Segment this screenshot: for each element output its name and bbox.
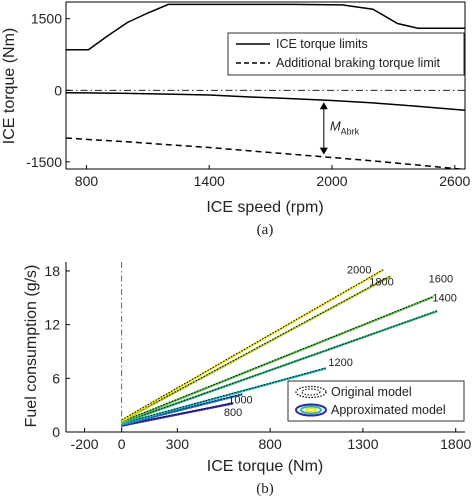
legend-b-original-swatch xyxy=(295,385,327,399)
y-tick-label-a: 1500 xyxy=(31,11,62,27)
legend-b-approx-swatch-outer xyxy=(295,403,327,417)
y-axis-label-b: Fuel consumption (g/s) xyxy=(23,265,40,428)
legend-a-box xyxy=(227,32,465,76)
series-a-ice-torque-limits xyxy=(66,3,465,51)
speed-label-1800: 1800 xyxy=(369,276,393,288)
series-a-solid-line-1 xyxy=(66,91,465,112)
series-b-1400-approximated xyxy=(121,310,438,425)
legend-b: Original model Approximated model xyxy=(287,380,465,422)
caption-b: (b) xyxy=(256,481,274,497)
series-b-1200-original xyxy=(121,367,326,424)
speed-label-2000: 2000 xyxy=(347,265,371,277)
x-tick-label-a: 800 xyxy=(75,173,99,189)
x-tick-label-b: 300 xyxy=(166,436,190,452)
x-tick-label-b: 800 xyxy=(258,436,282,452)
x-tick-label-a: 2600 xyxy=(439,173,470,189)
y-tick-label-b: 6 xyxy=(52,370,60,386)
legend-a: ICE torque limits Additional braking tor… xyxy=(227,32,465,76)
y-tick-label-b: 12 xyxy=(44,317,60,333)
series-b-800-original xyxy=(121,402,234,426)
speed-label-800: 800 xyxy=(224,407,242,419)
x-tick-label-a: 2000 xyxy=(316,173,347,189)
legend-a-braking-limit: Additional braking torque limit xyxy=(276,56,441,70)
series-b-1600-original xyxy=(121,295,434,423)
annotation-m-abrk: MAbrk xyxy=(330,118,360,136)
y-tick-label-a: -1500 xyxy=(26,154,62,170)
annotation-arrow-head-down xyxy=(319,147,328,155)
y-tick-label-a: 0 xyxy=(54,82,62,98)
legend-b-approx-swatch-mid xyxy=(300,405,322,415)
legend-b-original-model: Original model xyxy=(331,385,412,399)
x-tick-label-b: -200 xyxy=(71,436,99,452)
x-tick-label-a: 1400 xyxy=(194,173,225,189)
panel-a: MAbrk 800 1400 2000 2600 -1500 0 1500 ICE torq… xyxy=(1,1,471,238)
legend-a-ice-torque-limits: ICE torque limits xyxy=(276,37,368,51)
x-tick-label-b: 1800 xyxy=(440,436,471,452)
x-axis-label-b: ICE torque (Nm) xyxy=(207,458,323,475)
y-axis-label-a: ICE torque (Nm) xyxy=(1,28,18,144)
x-axis-label-a: ICE speed (rpm) xyxy=(206,199,323,216)
series-b-2000-original xyxy=(121,269,384,421)
legend-b-original-swatch-inner xyxy=(301,388,321,396)
series-a-additional-braking-torque-limit xyxy=(66,137,465,169)
legend-b-approximated-model: Approximated model xyxy=(331,403,446,417)
y-tick-label-b: 0 xyxy=(52,424,60,440)
y-tick-label-b: 18 xyxy=(44,263,60,279)
x-tick-label-b: 1300 xyxy=(347,436,378,452)
series-b-1800-approximated xyxy=(121,275,392,423)
speed-label-1200: 1200 xyxy=(328,357,352,369)
speed-label-1000: 1000 xyxy=(228,394,252,406)
speed-label-1600: 1600 xyxy=(429,274,453,286)
legend-b-approx-swatch-inner xyxy=(305,407,317,413)
speed-label-1400: 1400 xyxy=(432,292,456,304)
annotation-arrow-head-up xyxy=(319,102,328,110)
caption-a: (a) xyxy=(257,222,274,238)
series-b-1000-approximated xyxy=(121,393,243,426)
plot-a-frame xyxy=(65,1,466,170)
x-tick-label-b: 0 xyxy=(118,436,126,452)
